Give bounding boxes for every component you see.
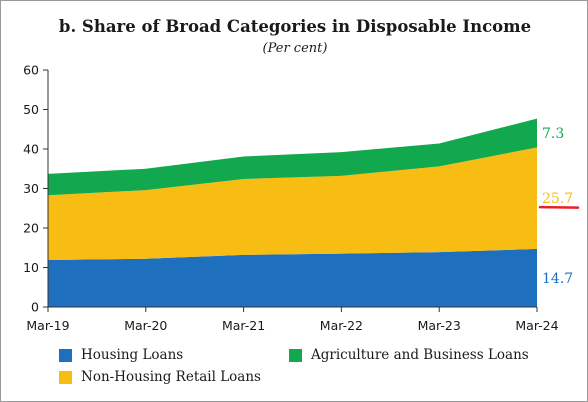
chart-title: b. Share of Broad Categories in Disposab…: [58, 17, 532, 36]
y-tick-label: 0: [31, 300, 39, 315]
x-tick-label: Mar-21: [222, 318, 265, 333]
y-tick-label: 60: [23, 63, 39, 78]
chart-subtitle: (Per cent): [262, 41, 328, 56]
x-tick-label: Mar-22: [320, 318, 363, 333]
legend-swatch-non-housing-retail-loans: [59, 370, 72, 384]
x-tick-label: Mar-24: [515, 318, 558, 333]
legend-swatch-agriculture-business-loans: [289, 348, 302, 362]
legend-item-non-housing-retail-loans: Non-Housing Retail Loans: [59, 369, 261, 385]
annotation-underline: [538, 205, 580, 209]
x-tick-label: Mar-20: [124, 318, 167, 333]
area-non-housing-retail-loans: [48, 147, 537, 260]
legend-swatch-housing-loans: [59, 348, 72, 362]
y-tick-label: 20: [23, 221, 39, 236]
area-housing-loans: [48, 248, 537, 307]
x-tick-label: Mar-19: [26, 318, 69, 333]
area-agriculture-and-business-loans: [48, 118, 537, 196]
end-label-agriculture-and-business-loans: 7.3: [542, 126, 564, 142]
y-tick-label: 30: [23, 181, 39, 196]
x-tick-label: Mar-23: [418, 318, 461, 333]
y-tick-label: 40: [23, 142, 39, 157]
end-label-housing-loans: 14.7: [542, 271, 573, 287]
y-tick-label: 10: [23, 260, 39, 275]
legend-label-agriculture-business-loans: Agriculture and Business Loans: [311, 347, 529, 363]
legend-label-housing-loans: Housing Loans: [81, 347, 184, 363]
legend-item-agriculture-business-loans: Agriculture and Business Loans: [289, 347, 529, 363]
legend-label-non-housing-retail-loans: Non-Housing Retail Loans: [81, 369, 261, 385]
legend-item-housing-loans: Housing Loans: [59, 347, 183, 363]
end-label-non-housing-retail-loans: 25.7: [542, 191, 573, 207]
y-tick-label: 50: [23, 102, 39, 117]
